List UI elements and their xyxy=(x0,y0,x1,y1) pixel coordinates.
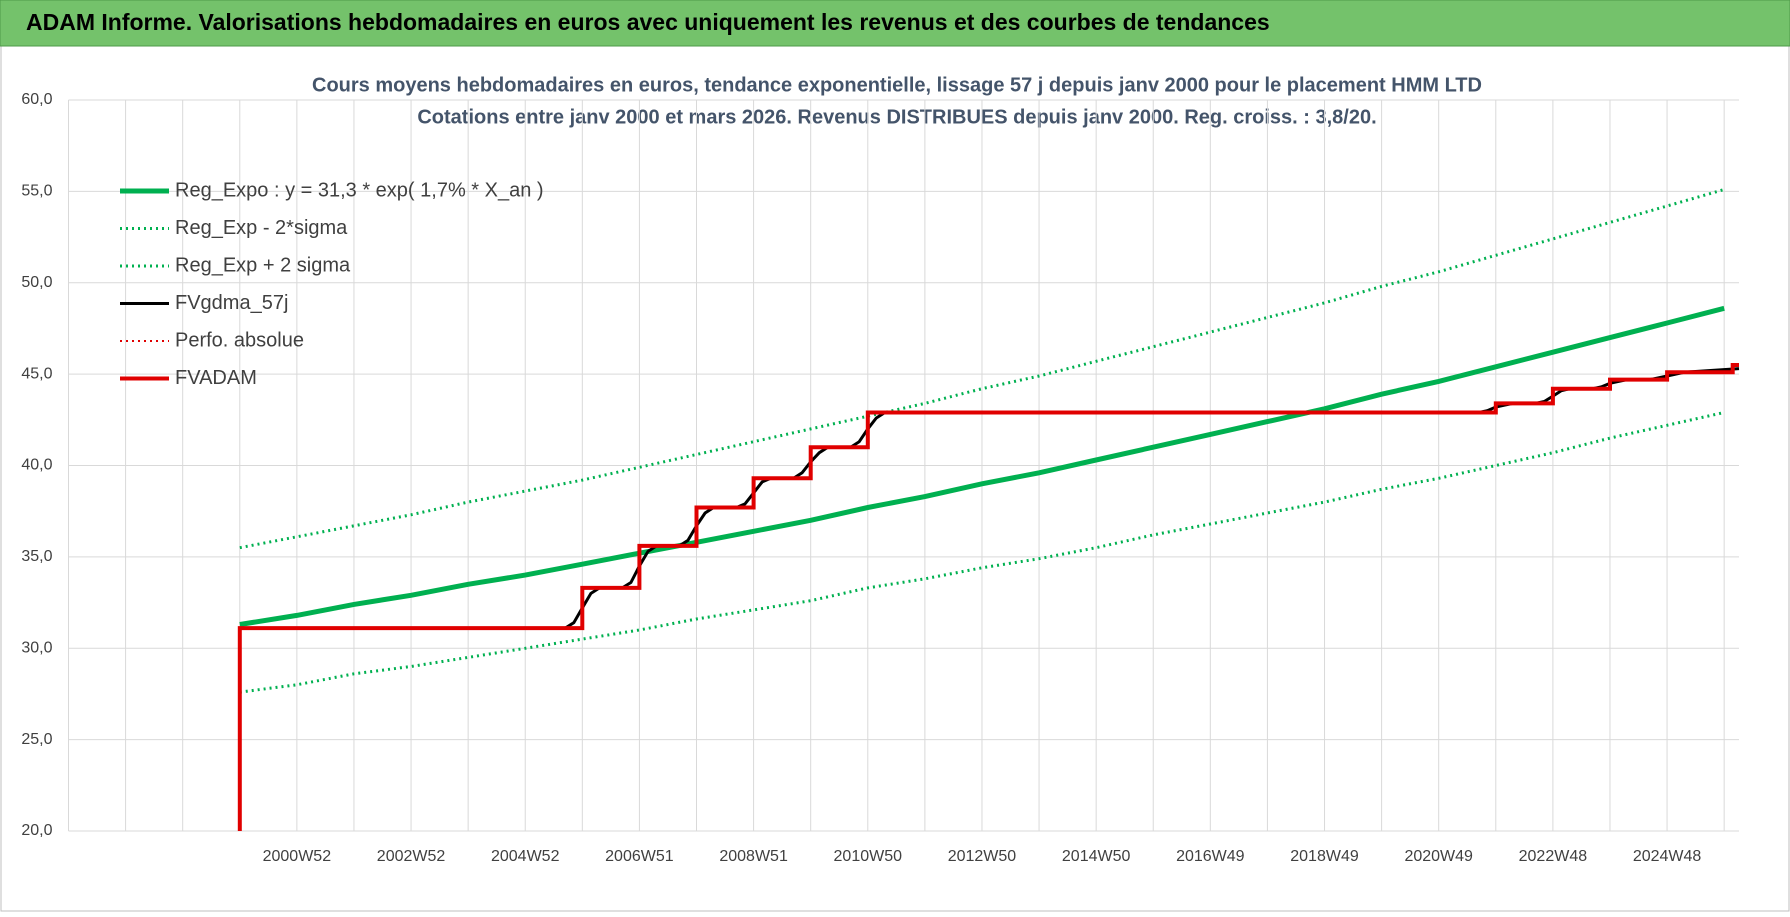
x-tick-label: 2014W50 xyxy=(1062,848,1131,865)
legend-label: Reg_Exp + 2 sigma xyxy=(175,254,351,276)
chart-title: Cours moyens hebdomadaires en euros, ten… xyxy=(312,74,1482,96)
legend-label: FVADAM xyxy=(175,367,257,389)
y-tick-label: 30,0 xyxy=(21,639,52,656)
header-bar xyxy=(0,0,1790,47)
legend-label: FVgdma_57j xyxy=(175,292,288,314)
y-tick-label: 55,0 xyxy=(21,183,52,200)
y-tick-label: 35,0 xyxy=(21,548,52,565)
y-tick-label: 25,0 xyxy=(21,731,52,748)
y-tick-label: 45,0 xyxy=(21,365,52,382)
legend-label: Reg_Exp - 2*sigma xyxy=(175,217,348,239)
legend-label: Reg_Expo : y = 31,3 * exp( 1,7% * X_an ) xyxy=(175,179,544,201)
series-line xyxy=(239,188,1725,550)
x-tick-label: 2010W50 xyxy=(834,848,903,865)
x-tick-label: 2016W49 xyxy=(1176,848,1245,865)
x-tick-label: 2022W48 xyxy=(1519,848,1588,865)
x-tick-label: 2002W52 xyxy=(377,848,446,865)
chart-subtitle: Cotations entre janv 2000 et mars 2026. … xyxy=(417,106,1376,128)
x-tick-label: 2006W51 xyxy=(605,848,674,865)
y-tick-label: 50,0 xyxy=(21,274,52,291)
series-line xyxy=(237,363,1739,831)
legend-label: Perfo. absolue xyxy=(175,329,304,351)
series-line xyxy=(239,305,1725,627)
y-tick-label: 40,0 xyxy=(21,457,52,474)
page-title: ADAM Informe. Valorisations hebdomadaire… xyxy=(26,9,1270,35)
x-tick-label: 2024W48 xyxy=(1633,848,1702,865)
x-tick-label: 2004W52 xyxy=(491,848,560,865)
y-tick-label: 20,0 xyxy=(21,822,52,839)
y-tick-label: 60,0 xyxy=(21,91,52,108)
x-tick-label: 2018W49 xyxy=(1290,848,1359,865)
x-tick-label: 2020W49 xyxy=(1404,848,1473,865)
x-tick-label: 2012W50 xyxy=(948,848,1017,865)
x-tick-label: 2008W51 xyxy=(719,848,788,865)
x-tick-label: 2000W52 xyxy=(263,848,332,865)
